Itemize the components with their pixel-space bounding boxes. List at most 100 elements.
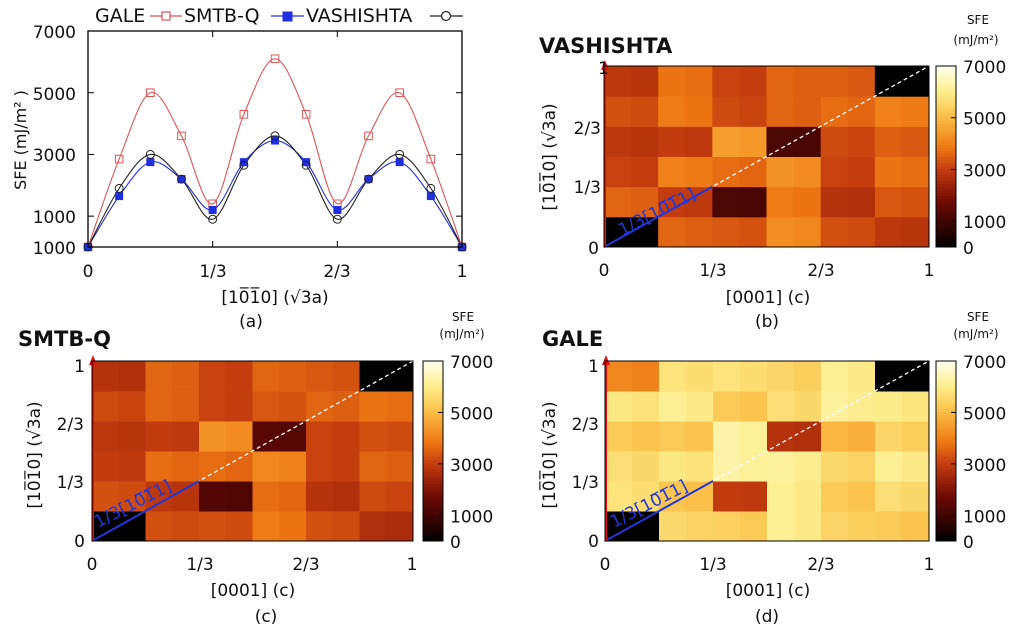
colorbar-step [423,436,443,440]
colorbar-step [936,361,956,365]
heatmap-subcell [793,66,821,97]
x-axis-label: [0001] (c) [726,288,811,308]
y-tick-label: 3000 [33,146,76,166]
y-tick-label: 0 [74,532,85,552]
colorbar-step [936,421,956,425]
colorbar-step [936,427,956,431]
colorbar-tick-label: 7000 [450,353,493,373]
y-axis-arrowhead [601,60,609,70]
heatmap-subcell [279,421,306,451]
heatmap-subcell [172,361,199,391]
colorbar-step [423,364,443,368]
colorbar-step [936,192,956,197]
line-chart-panel: 1000 1000 1000 3000 5000 7000 0 1/3 2/3 … [11,5,467,332]
x-tick-label: 0 [83,262,94,282]
colorbar-step [936,108,956,112]
heatmap-subcell [740,361,767,391]
colorbar-step [936,505,956,509]
x-tick-label: 1/3 [186,555,213,575]
x-tick-label: 1/3 [699,261,726,281]
data-point-smtbq [426,192,435,201]
colorbar-step [936,120,956,124]
colorbar-step [936,198,956,203]
colorbar-step [936,96,956,100]
heatmap-subcell [631,156,659,187]
heatmap-subcell [685,186,713,217]
x-tick-label: 1 [457,262,468,282]
colorbar-step [936,403,956,407]
colorbar-unit: (mJ/m²) [439,327,484,341]
heatmap-subcell [685,216,713,247]
heatmap-subcell [847,186,875,217]
colorbar-step [936,99,956,103]
heatmap-subcell [902,511,929,541]
colorbar-step [936,171,956,175]
colorbar-step [936,535,956,539]
colorbar-step [936,183,956,188]
heatmap-subcell [739,216,767,247]
colorbar-step [936,409,956,413]
colorbar-step [936,93,956,97]
colorbar-tick-label: 0 [450,533,461,553]
legend-label-vashishta: VASHISHTA [306,5,412,27]
colorbar-step [936,481,956,485]
heatmap-subcell [901,216,929,247]
data-point-gale [239,110,249,119]
colorbar-step [423,370,443,374]
heatmap-subcell [847,66,875,97]
colorbar-step [423,523,443,527]
heatmap-subcell [632,511,659,541]
y-tick-label: 1000 [33,208,76,228]
heatmap-panel-smtbq: SMTB-Q 0 1000 3000 5000 7000 1 2/3 1/3 0 0 1… [18,310,493,627]
colorbar-step [936,448,956,452]
heatmap-subcell [794,451,821,481]
colorbar-step [423,379,443,383]
colorbar-step [936,123,956,127]
data-point-vashishta [114,183,124,193]
heatmap-overlay [89,355,414,542]
colorbar-step [423,535,443,539]
colorbar-step [423,463,443,467]
colorbar-step [423,400,443,404]
colorbar-step [423,460,443,464]
heatmap-subcell [279,481,306,511]
heatmap-subcell [686,511,713,541]
colorbar-step [423,415,443,419]
colorbar-tick-label: 5000 [450,404,493,424]
x-tick-label: 2/3 [807,261,834,281]
heatmap-subcell [740,511,767,541]
colorbar-step [936,442,956,446]
colorbar-step [936,165,956,169]
colorbar-step [423,457,443,461]
colorbar-step [936,225,956,230]
x-tick-label: 1 [924,555,935,575]
heatmap-subcell [740,451,767,481]
colorbar-step [936,523,956,527]
colorbar-step [936,111,956,115]
colorbar-step [423,538,443,542]
colorbar-step [423,397,443,401]
colorbar-step [936,147,956,151]
colorbar-step [936,231,956,236]
heatmap-subcell [225,511,253,541]
colorbar-step [423,511,443,515]
y-tick-label: 2/3 [574,119,601,139]
colorbar-step [936,385,956,389]
colorbar-step [936,457,956,461]
heatmap-frame [91,360,414,542]
heatmap-frame [603,65,930,248]
colorbar-step [423,505,443,509]
panel-label: (c) [255,607,278,627]
data-point-gale [364,131,373,141]
colorbar-step [423,475,443,479]
colorbar-step [423,469,443,473]
heatmap-subcell [848,511,875,541]
y-tick-label: 0 [588,532,599,552]
colorbar-step [936,532,956,536]
x-axis-label: [10̅1̅0] (√3a) [221,286,328,308]
heatmap-subcell [632,421,659,451]
colorbar-step [936,243,956,248]
heatmap-subcell [279,451,306,481]
colorbar-step [936,382,956,386]
